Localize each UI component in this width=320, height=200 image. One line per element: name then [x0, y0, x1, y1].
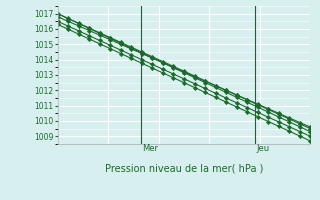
Text: Mer: Mer [142, 144, 158, 153]
X-axis label: Pression niveau de la mer( hPa ): Pression niveau de la mer( hPa ) [105, 163, 263, 173]
Text: Jeu: Jeu [256, 144, 269, 153]
